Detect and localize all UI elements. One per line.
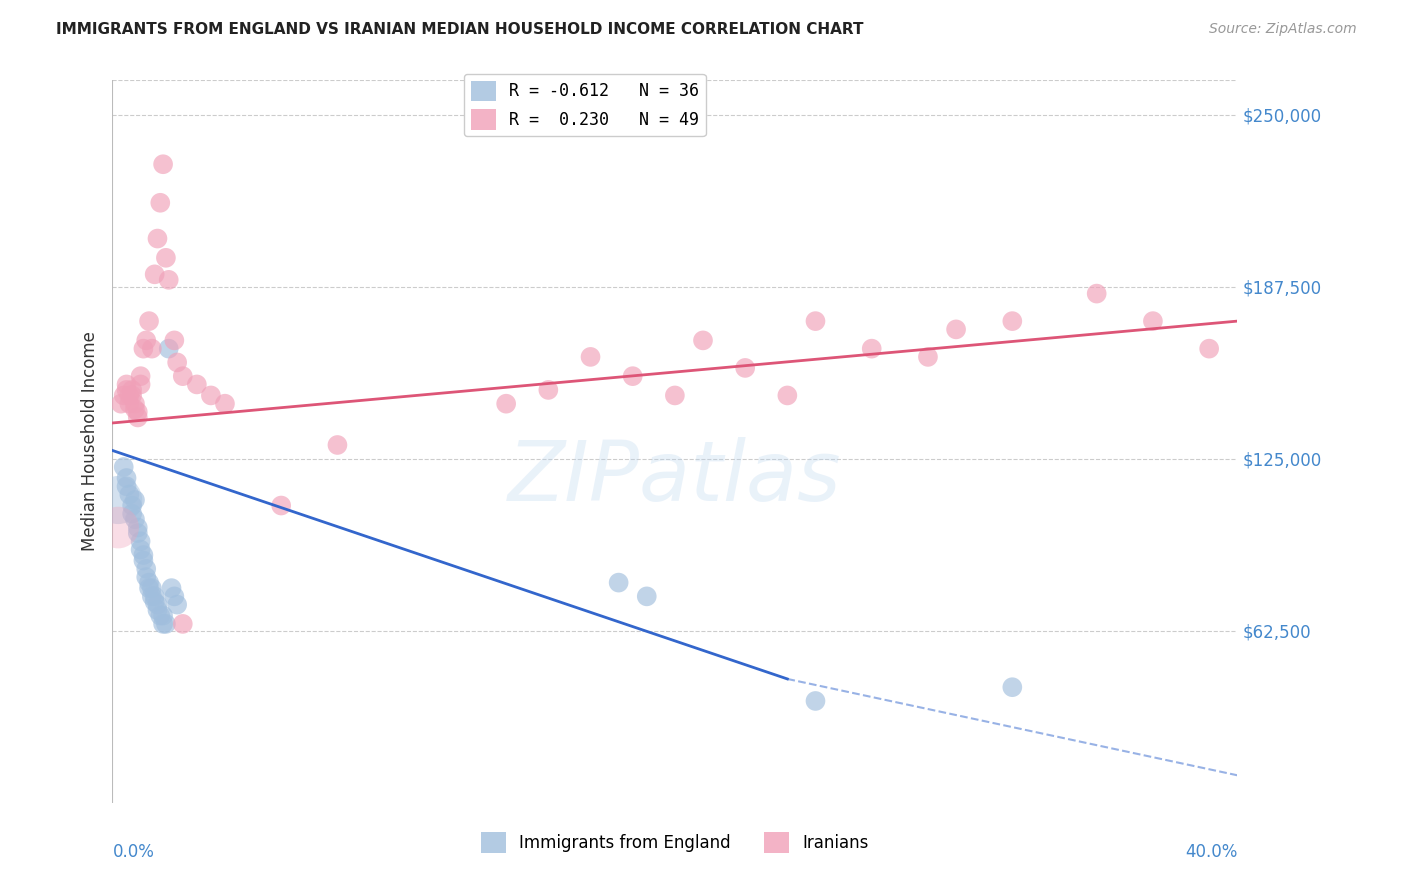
Point [124,397,146,411]
Point [124,512,146,526]
Point [160,581,183,595]
Point [143,590,166,604]
Point [135,334,157,348]
Point [115,479,138,493]
Point [579,350,602,364]
Point [734,360,756,375]
Point [110,397,132,411]
Point [692,334,714,348]
Point [143,595,166,609]
Point [124,402,146,417]
Point [143,268,166,282]
Point [138,581,160,595]
Point [172,369,194,384]
Point [127,405,149,419]
Point [115,471,138,485]
Point [129,369,152,384]
Point [141,581,163,595]
Point [1198,342,1220,356]
Point [776,388,799,402]
Text: Source: ZipAtlas.com: Source: ZipAtlas.com [1209,22,1357,37]
Point [495,397,517,411]
Point [270,499,292,513]
Point [146,598,169,612]
Point [129,534,152,549]
Point [1085,286,1108,301]
Point [326,438,349,452]
Point [163,590,186,604]
Point [860,342,883,356]
Point [172,616,194,631]
Text: 40.0%: 40.0% [1185,843,1237,861]
Point [118,388,141,402]
Point [129,377,152,392]
Point [186,377,208,392]
Point [146,231,169,245]
Point [214,397,236,411]
Point [121,388,143,402]
Point [149,195,172,210]
Point [607,575,630,590]
Point [146,603,169,617]
Point [135,562,157,576]
Point [636,590,658,604]
Point [115,383,138,397]
Point [155,616,177,631]
Point [129,542,152,557]
Point [152,608,174,623]
Point [152,157,174,171]
Point [157,273,180,287]
Point [138,575,160,590]
Point [121,507,143,521]
Point [163,334,186,348]
Point [107,493,129,508]
Point [664,388,686,402]
Legend: Immigrants from England, Iranians: Immigrants from England, Iranians [474,826,876,860]
Point [166,598,188,612]
Point [127,526,149,541]
Text: IMMIGRANTS FROM ENGLAND VS IRANIAN MEDIAN HOUSEHOLD INCOME CORRELATION CHART: IMMIGRANTS FROM ENGLAND VS IRANIAN MEDIA… [56,22,863,37]
Text: 0.0%: 0.0% [112,843,155,861]
Point [132,548,155,562]
Point [621,369,644,384]
Point [121,499,143,513]
Point [138,314,160,328]
Y-axis label: Median Household Income: Median Household Income [80,332,98,551]
Point [149,608,172,623]
Point [200,388,222,402]
Point [127,520,149,534]
Point [804,314,827,328]
Point [107,520,129,534]
Point [166,355,188,369]
Point [132,342,155,356]
Point [1001,680,1024,694]
Point [141,342,163,356]
Point [804,694,827,708]
Point [118,487,141,501]
Point [121,383,143,397]
Point [537,383,560,397]
Point [1142,314,1164,328]
Text: ZIPatlas: ZIPatlas [508,437,842,518]
Point [141,590,163,604]
Point [112,460,135,475]
Point [112,388,135,402]
Point [155,251,177,265]
Point [118,397,141,411]
Point [135,570,157,584]
Point [917,350,939,364]
Point [115,377,138,392]
Point [157,342,180,356]
Point [1001,314,1024,328]
Point [132,553,155,567]
Point [127,410,149,425]
Point [152,616,174,631]
Point [945,322,967,336]
Point [124,493,146,508]
